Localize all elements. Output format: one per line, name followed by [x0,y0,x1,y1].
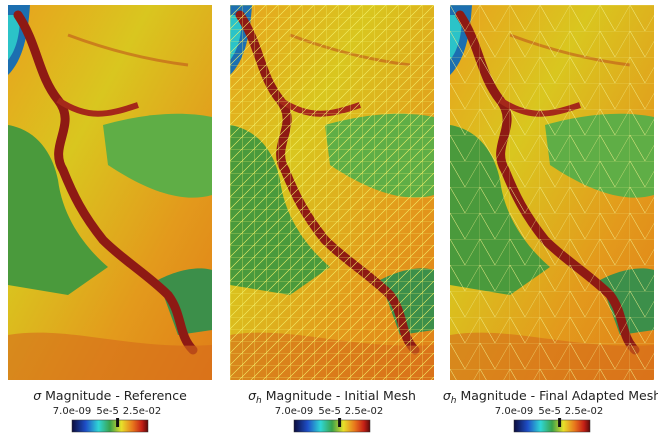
panel-image [8,5,212,380]
colorbar-min-label: 7.0e-09 [275,406,313,417]
panel-image [450,5,654,380]
colorbar-mid-label: 5e-5 [538,406,561,417]
caption: σ Magnitude - Reference [33,388,187,403]
colorbar [514,420,590,432]
caption-text: Magnitude - Final Adapted Mesh [456,388,658,403]
colorbar-mid-marker [116,418,119,427]
colorbar-mid-marker [338,418,341,427]
colorbar [72,420,148,432]
colorbar-mid-label: 5e-5 [318,406,341,417]
caption-text: Magnitude - Reference [41,388,187,403]
caption-text: Magnitude - Initial Mesh [262,388,416,403]
colorbar-min-label: 7.0e-09 [495,406,533,417]
colorbar-max-label: 2.5e-02 [565,406,603,417]
colorbar-mid-label: 5e-5 [96,406,119,417]
figure: σ Magnitude - Reference 7.0e-09 5e-5 2.5e-0… [0,0,658,437]
colorbar [294,420,370,432]
colorbar-max-label: 2.5e-02 [345,406,383,417]
panel-image [230,5,434,380]
colorbar-max-label: 2.5e-02 [123,406,161,417]
colorbar-mid-marker [558,418,561,427]
colorbar-min-label: 7.0e-09 [53,406,91,417]
caption: σh Magnitude - Initial Mesh [248,388,416,406]
caption: σh Magnitude - Final Adapted Mesh [443,388,658,406]
